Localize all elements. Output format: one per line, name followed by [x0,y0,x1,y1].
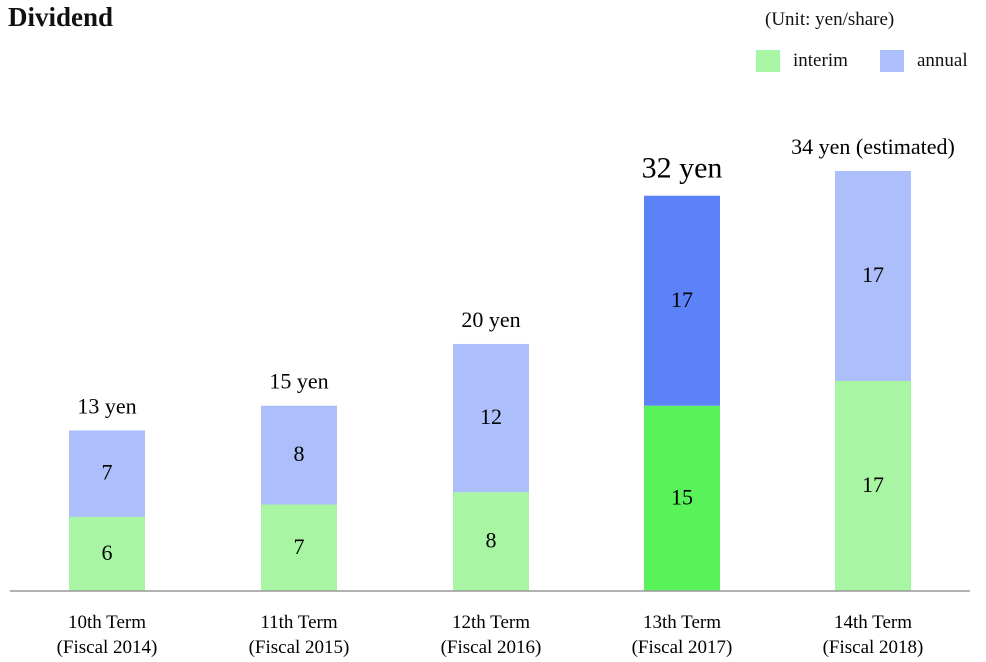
x-tick-label-2-line2: (Fiscal 2015) [249,637,350,658]
x-tick-label-3-line2: (Fiscal 2016) [441,637,542,658]
legend-swatch-annual [880,50,904,72]
value-label-annual-3: 12 [480,404,502,429]
x-tick-label-1-line1: 10th Term [68,612,146,633]
bar-annual-3 [453,343,529,493]
total-label-3: 20 yen [461,307,520,332]
x-tick-label-5-line1: 14th Term [834,612,912,633]
x-tick-label-4-line1: 13th Term [643,612,721,633]
bar-annual-2 [261,405,337,505]
bar-interim-4 [644,405,720,591]
bar-interim-1 [69,516,145,591]
unit-note: (Unit: yen/share) [765,9,895,30]
value-label-annual-1: 7 [102,460,113,485]
legend-label-interim: interim [793,50,848,71]
total-label-2: 15 yen [269,369,328,394]
value-label-annual-5: 17 [862,262,884,287]
bar-interim-2 [261,504,337,591]
value-label-annual-2: 8 [294,441,305,466]
bar-interim-3 [453,492,529,591]
total-label-5: 34 yen (estimated) [791,134,955,159]
chart-title: Dividend [8,2,114,32]
value-label-interim-4: 15 [671,484,693,509]
bar-annual-5 [835,171,911,381]
x-tick-label-3-line1: 12th Term [452,612,530,633]
legend-label-annual: annual [917,50,968,71]
bar-interim-5 [835,381,911,591]
x-tick-label-5-line2: (Fiscal 2018) [823,637,924,658]
bar-annual-1 [69,430,145,517]
legend-item-annual: annual [880,49,968,73]
value-label-interim-2: 7 [294,534,305,559]
value-label-interim-1: 6 [102,540,113,565]
legend-swatch-interim [756,50,780,72]
x-tick-label-1-line2: (Fiscal 2014) [57,637,158,658]
x-tick-label-4-line2: (Fiscal 2017) [632,637,733,658]
bar-annual-4 [644,195,720,406]
x-tick-label-2-line1: 11th Term [260,612,338,633]
value-label-annual-4: 17 [671,287,693,312]
total-label-1: 13 yen [77,393,136,418]
value-label-interim-3: 8 [486,528,497,553]
value-label-interim-5: 17 [862,472,884,497]
total-label-4: 32 yen [642,152,723,185]
legend-item-interim: interim [756,49,848,73]
